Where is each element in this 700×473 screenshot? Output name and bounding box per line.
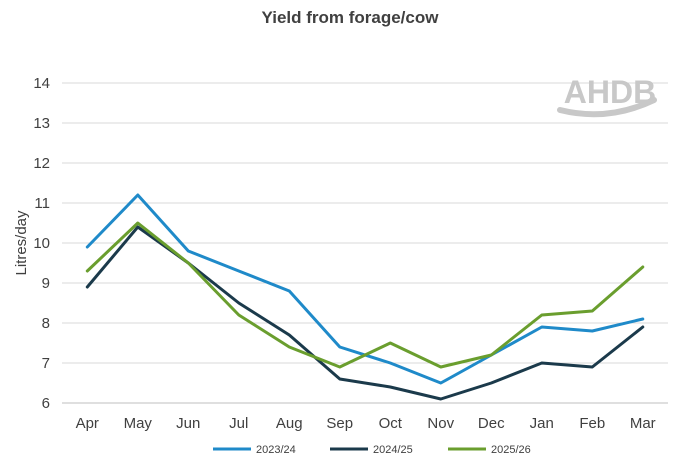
y-tick-label: 10: [33, 235, 50, 252]
legend-label-2023/24: 2023/24: [256, 444, 296, 456]
x-tick-labels: Apr May Jun Jul Aug Sep Oct Nov Dec Jan Feb Mar: [76, 415, 656, 432]
x-tick-label: May: [124, 415, 153, 432]
ahdb-logo: AHDB: [557, 74, 657, 118]
gridlines: [62, 82, 668, 404]
x-tick-label: Oct: [379, 415, 403, 432]
x-tick-label: Mar: [630, 415, 656, 432]
y-tick-label: 8: [42, 315, 50, 332]
y-tick-label: 11: [34, 195, 50, 212]
x-tick-label: Jan: [530, 415, 554, 432]
y-axis-title: Litres/day: [13, 210, 30, 276]
y-tick-label: 9: [42, 275, 50, 292]
y-tick-labels: 6 7 8 9 10 11 12 13 14: [33, 75, 50, 412]
series-line-2025/26: [85, 221, 645, 369]
y-tick-label: 12: [33, 155, 50, 172]
x-tick-label: Dec: [478, 415, 505, 432]
x-tick-label: Aug: [276, 415, 303, 432]
y-tick-label: 13: [33, 115, 50, 132]
x-tick-label: Jul: [229, 415, 248, 432]
x-tick-label: Nov: [427, 415, 454, 432]
x-tick-label: Feb: [579, 415, 605, 432]
series-lines: [85, 193, 645, 401]
legend-label-2024/25: 2024/25: [373, 444, 413, 456]
y-tick-label: 6: [42, 395, 50, 412]
x-tick-label: Sep: [326, 415, 353, 432]
x-tick-label: Jun: [176, 415, 200, 432]
y-tick-label: 7: [42, 355, 50, 372]
legend-label-2025/26: 2025/26: [491, 444, 531, 456]
logo-swoosh: [557, 97, 657, 118]
legend: 2023/24 2024/25 2025/26: [213, 444, 531, 456]
chart-title: Yield from forage/cow: [261, 8, 439, 27]
x-tick-label: Apr: [76, 415, 99, 432]
y-tick-label: 14: [33, 75, 50, 92]
